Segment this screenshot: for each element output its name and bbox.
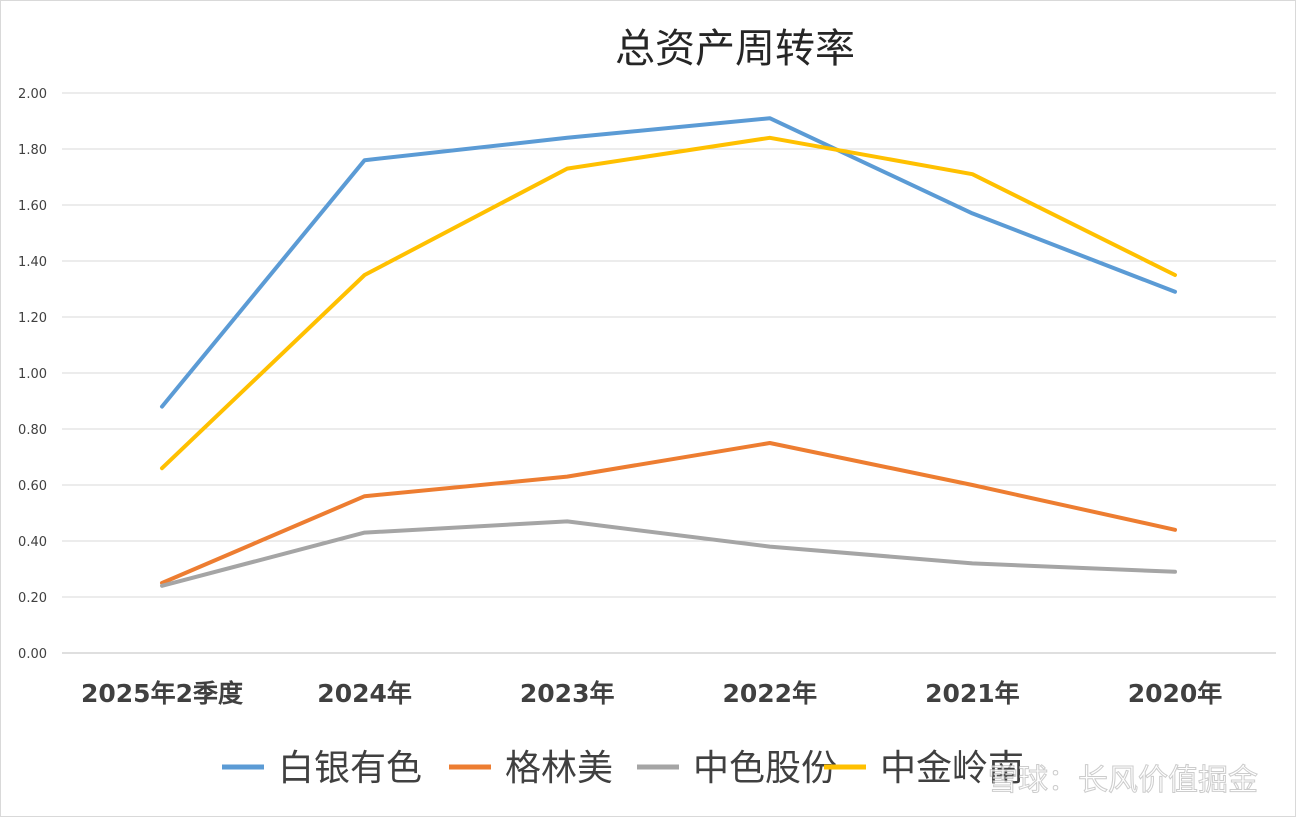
y-tick-label: 2.00 <box>18 87 47 102</box>
x-tick-label: 2020年 <box>1128 679 1223 708</box>
x-tick-label: 2021年 <box>925 679 1020 708</box>
series-line-1 <box>160 116 1177 409</box>
x-axis-tick-labels: 2025年2季度 2024年 2023年 2022年 2021年 2020年 <box>81 679 1222 708</box>
x-tick-label: 2022年 <box>723 679 818 708</box>
series-line-2 <box>160 441 1177 585</box>
y-tick-label: 0.00 <box>18 647 47 662</box>
legend-label-4: 中金岭南 <box>880 748 1024 789</box>
y-tick-label: 1.20 <box>18 311 47 326</box>
gridlines <box>62 92 1276 654</box>
x-tick-label: 2024年 <box>317 679 412 708</box>
series-line-4 <box>160 135 1177 471</box>
y-tick-label: 1.00 <box>18 367 47 382</box>
x-tick-label: 2023年 <box>520 679 615 708</box>
watermark-text: 雪球：长风价值掘金 <box>988 763 1258 798</box>
y-tick-label: 1.60 <box>18 199 47 214</box>
x-tick-label: 2025年2季度 <box>81 679 243 708</box>
y-tick-label: 1.40 <box>18 255 47 270</box>
y-tick-label: 1.80 <box>18 143 47 158</box>
series-line-3 <box>160 519 1177 588</box>
y-axis-tick-labels: 0.00 0.20 0.40 0.60 0.80 1.00 1.20 1.40 1.60 1.80… <box>18 87 47 662</box>
y-tick-label: 0.60 <box>18 479 47 494</box>
legend-label-1: 白银有色 <box>278 748 422 789</box>
legend: 白银有色 格林美 中色股份 中金岭南 <box>222 748 1024 789</box>
series-lines <box>160 116 1177 588</box>
y-tick-label: 0.40 <box>18 535 47 550</box>
y-tick-label: 0.80 <box>18 423 47 438</box>
y-tick-label: 0.20 <box>18 591 47 606</box>
chart-title: 总资产周转率 <box>615 26 855 72</box>
legend-label-2: 格林美 <box>505 748 613 789</box>
legend-label-3: 中色股份 <box>693 748 837 789</box>
